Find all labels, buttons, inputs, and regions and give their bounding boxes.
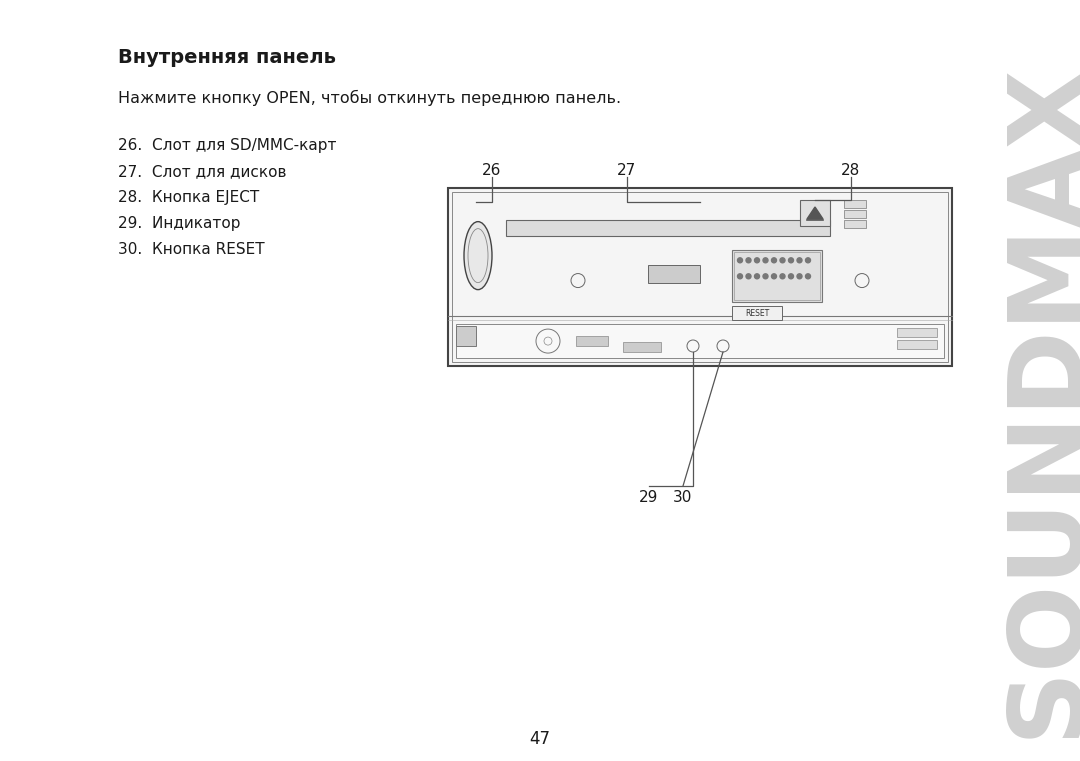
Text: 30: 30	[673, 490, 692, 505]
Bar	[843, 220, 866, 228]
Bar	[453, 192, 948, 362]
Text: RESET: RESET	[745, 309, 769, 318]
Bar	[732, 250, 822, 302]
Circle shape	[780, 274, 785, 279]
Circle shape	[780, 258, 785, 263]
Bar	[456, 326, 476, 346]
Circle shape	[746, 258, 751, 263]
Circle shape	[755, 258, 759, 263]
Text: 29.  Индикатор: 29. Индикатор	[118, 216, 241, 231]
Bar	[897, 328, 937, 337]
Circle shape	[797, 274, 802, 279]
Bar	[843, 200, 866, 208]
Circle shape	[806, 274, 810, 279]
Bar	[456, 324, 944, 358]
Bar	[623, 342, 661, 352]
Text: Нажмите кнопку OPEN, чтобы откинуть переднюю панель.: Нажмите кнопку OPEN, чтобы откинуть пере…	[118, 90, 621, 106]
Circle shape	[771, 258, 777, 263]
Text: 28: 28	[841, 163, 861, 178]
Circle shape	[806, 258, 810, 263]
Bar	[843, 210, 866, 218]
Polygon shape	[807, 207, 823, 219]
Circle shape	[788, 274, 794, 279]
Circle shape	[771, 274, 777, 279]
Text: 29: 29	[639, 490, 659, 505]
Text: SOUNDMAX: SOUNDMAX	[998, 62, 1080, 738]
Bar	[734, 253, 820, 301]
Bar	[897, 340, 937, 349]
Circle shape	[762, 274, 768, 279]
Circle shape	[738, 258, 743, 263]
Ellipse shape	[464, 221, 492, 290]
Bar	[800, 200, 831, 226]
Text: 27: 27	[618, 163, 636, 178]
Circle shape	[762, 258, 768, 263]
Text: 27.  Слот для дисков: 27. Слот для дисков	[118, 164, 286, 179]
Text: 26.  Слот для SD/MMC-карт: 26. Слот для SD/MMC-карт	[118, 138, 337, 153]
Circle shape	[746, 274, 751, 279]
Text: 30.  Кнопка RESET: 30. Кнопка RESET	[118, 242, 265, 257]
Text: 26: 26	[483, 163, 502, 178]
Circle shape	[755, 274, 759, 279]
Text: 28.  Кнопка EJECT: 28. Кнопка EJECT	[118, 190, 259, 205]
Bar	[507, 220, 831, 236]
Circle shape	[797, 258, 802, 263]
Circle shape	[788, 258, 794, 263]
Bar	[576, 336, 608, 346]
Circle shape	[738, 274, 743, 279]
Bar	[732, 306, 782, 320]
Bar	[448, 188, 951, 366]
Text: Внутренняя панель: Внутренняя панель	[118, 48, 336, 67]
Text: 47: 47	[529, 730, 551, 748]
Bar	[648, 265, 700, 282]
